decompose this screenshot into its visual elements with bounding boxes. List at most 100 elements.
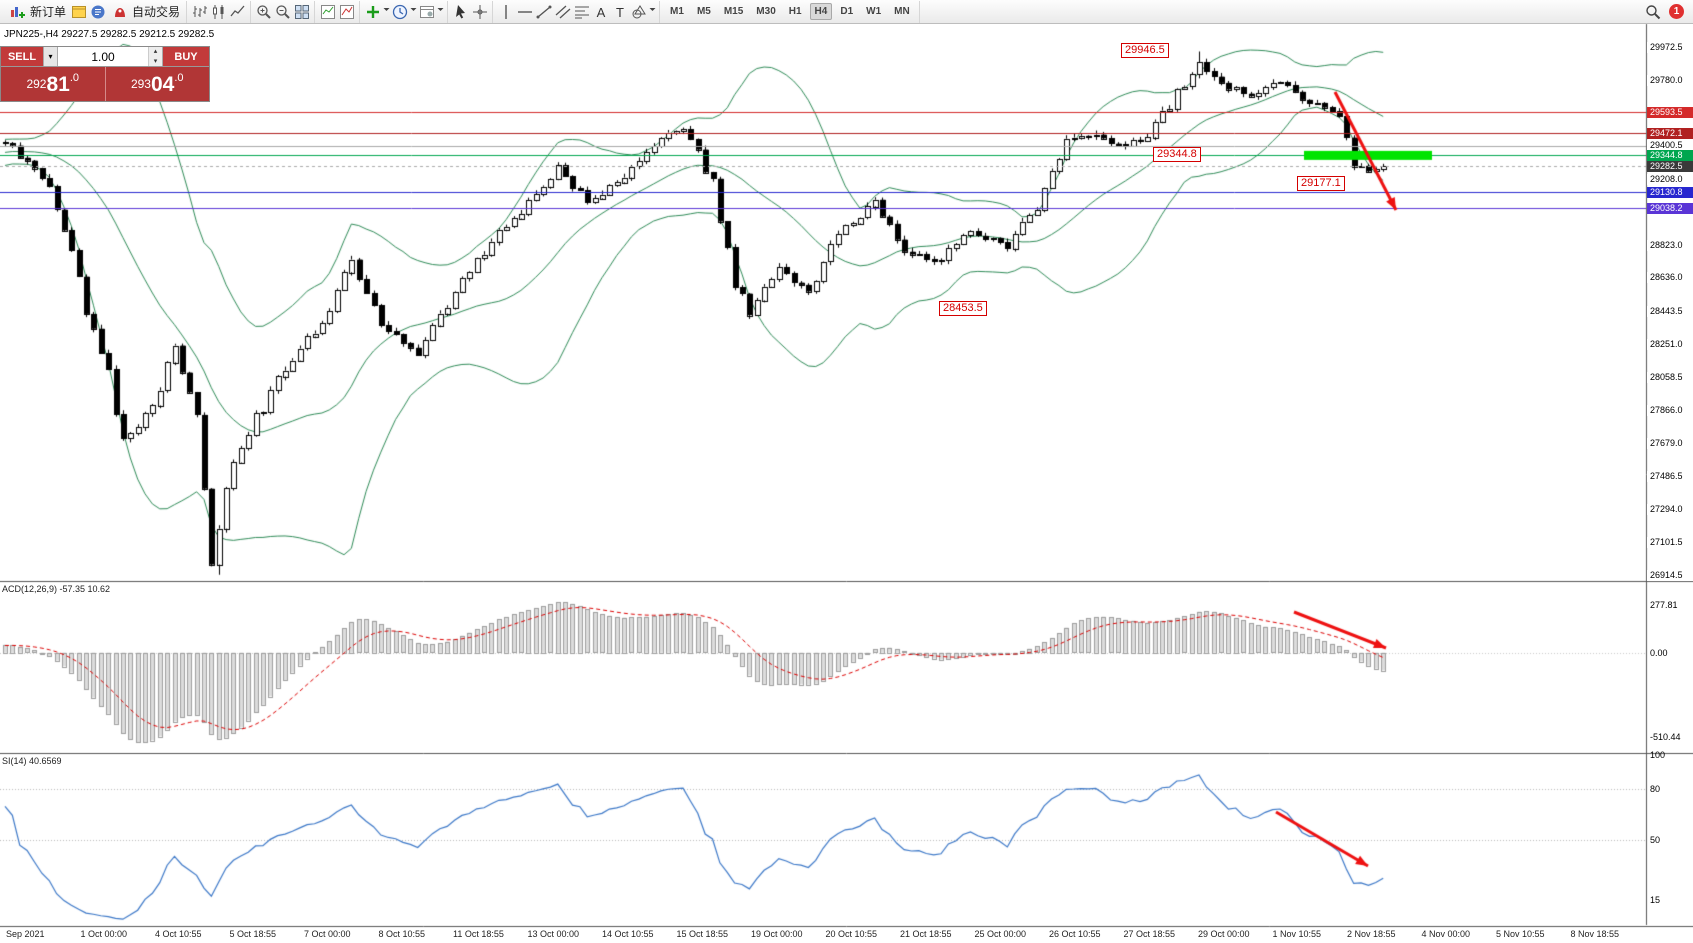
price-axis-label: 27101.5 <box>1647 537 1693 549</box>
trade-panel-price-row: 292 81.0 293 04.0 <box>1 67 209 101</box>
price-axis-label: 27866.0 <box>1647 405 1693 417</box>
timeframe-W1[interactable]: W1 <box>866 6 882 17</box>
timeframe-M15[interactable]: M15 <box>723 6 744 17</box>
time-axis-label: 2 Nov 18:55 <box>1347 929 1396 939</box>
price-axis-label: 28636.0 <box>1647 272 1693 284</box>
time-axis-label: 4 Nov 00:00 <box>1421 929 1471 939</box>
vertical-line-icon[interactable] <box>497 3 515 21</box>
buy-button[interactable]: BUY <box>163 47 209 66</box>
price-axis-label: 29472.1 <box>1647 127 1693 139</box>
search-icon[interactable] <box>1644 3 1662 21</box>
rsi-axis-value: 15 <box>1650 894 1661 905</box>
svg-text:T: T <box>616 5 624 20</box>
price-axis-label: 29038.2 <box>1647 202 1693 214</box>
time-axis-label: 21 Oct 18:55 <box>900 929 952 939</box>
time-axis-label: 1 Oct 00:00 <box>80 929 128 939</box>
timeframe-MN[interactable]: MN <box>894 6 910 17</box>
price-axis-label: 27294.0 <box>1647 503 1693 515</box>
line-chart-icon[interactable] <box>229 3 247 21</box>
price-callout-label: 28453.5 <box>939 301 987 317</box>
price-axis-label: 26914.5 <box>1647 569 1693 581</box>
trade-options-caret[interactable]: ▾ <box>43 47 58 66</box>
time-axis-label: 25 Oct 00:00 <box>974 929 1027 939</box>
price-callout-label: 29344.8 <box>1153 147 1201 163</box>
time-axis-label: 13 Oct 00:00 <box>527 929 580 939</box>
add-indicator-icon[interactable] <box>364 3 382 21</box>
toolbar-group: M1 M5 M15 M30 H1 H4 D1 W1 MN <box>661 0 920 23</box>
timeframe-D1[interactable]: D1 <box>840 6 854 17</box>
dropdown-caret-icon[interactable] <box>649 1 656 22</box>
toolbar-group <box>449 0 494 23</box>
dropdown-caret-icon[interactable] <box>383 1 390 22</box>
cursor-icon[interactable] <box>452 3 470 21</box>
time-axis-label: 4 Oct 10:55 <box>155 929 202 939</box>
time-axis-label: 14 Oct 10:55 <box>602 929 654 939</box>
zoom-in-icon[interactable] <box>255 3 273 21</box>
text-icon[interactable]: A <box>592 3 610 21</box>
lot-increase-button[interactable]: ▴ <box>153 48 158 55</box>
metaeditor-icon[interactable] <box>89 3 107 21</box>
price-axis-label: 28443.5 <box>1647 305 1693 317</box>
zoom-out-icon[interactable] <box>274 3 292 21</box>
caret-down-icon: ▾ <box>48 52 53 61</box>
new-order-button[interactable]: 新订单 <box>6 2 69 22</box>
price-callout-label: 29177.1 <box>1297 176 1345 192</box>
price-axis-label: 27486.5 <box>1647 470 1693 482</box>
price-axis-label: 29344.8 <box>1647 149 1693 161</box>
toolbar-group <box>188 0 252 23</box>
rsi-axis-value: 50 <box>1650 835 1661 845</box>
time-axis-label: 20 Oct 10:55 <box>825 929 878 939</box>
lot-decrease-button[interactable]: ▾ <box>153 57 158 65</box>
sell-button[interactable]: SELL <box>1 47 43 66</box>
timeframe-H1[interactable]: H1 <box>788 6 802 17</box>
new-order-icon[interactable] <box>9 3 27 21</box>
buy-price-button[interactable]: 293 04.0 <box>104 67 209 101</box>
toolbar-group <box>252 0 316 23</box>
dropdown-caret-icon[interactable] <box>437 1 444 22</box>
profile-icon[interactable] <box>70 3 88 21</box>
candlestick-chart-icon[interactable] <box>210 3 228 21</box>
price-axis-label: 27679.0 <box>1647 437 1693 449</box>
horizontal-line-icon[interactable] <box>516 3 534 21</box>
time-axis-label: 29 Oct 00:00 <box>1198 929 1250 939</box>
bar-chart-icon[interactable] <box>191 3 209 21</box>
trade-panel-top-row: SELL ▾ ▴ ▾ BUY <box>1 47 209 67</box>
time-axis-label: Sep 2021 <box>6 929 45 939</box>
timeframe-M5[interactable]: M5 <box>696 6 711 17</box>
tile-windows-icon[interactable] <box>293 3 311 21</box>
autotrading-icon[interactable] <box>111 3 129 21</box>
timeframe-M1[interactable]: M1 <box>670 6 684 17</box>
indicators-icon[interactable] <box>319 3 337 21</box>
trendline-icon[interactable] <box>535 3 553 21</box>
timeframe-H4[interactable]: H4 <box>809 3 833 20</box>
time-axis-label: 15 Oct 18:55 <box>676 929 729 939</box>
periods-clock-icon[interactable] <box>391 3 409 21</box>
time-axis-label: 7 Oct 00:00 <box>304 929 351 939</box>
sell-price-button[interactable]: 292 81.0 <box>1 67 105 101</box>
notification-badge[interactable]: 1 <box>1669 4 1684 19</box>
crosshair-icon[interactable] <box>471 3 489 21</box>
price-callout-label: 29946.5 <box>1121 43 1169 59</box>
lot-size-control: ▴ ▾ <box>58 47 163 66</box>
timeframe-M30[interactable]: M30 <box>756 6 776 17</box>
price-axis-label: 29593.5 <box>1647 106 1693 118</box>
template-icon[interactable] <box>418 3 436 21</box>
time-axis-label: 5 Nov 10:55 <box>1496 929 1545 939</box>
time-axis-label: 1 Nov 10:55 <box>1272 929 1322 939</box>
time-axis-label: 26 Oct 10:55 <box>1049 929 1101 939</box>
svg-text:A: A <box>597 5 606 20</box>
lot-size-input[interactable] <box>58 47 148 66</box>
label-icon[interactable]: T <box>611 3 629 21</box>
macd-axis-value: 0.00 <box>1650 647 1668 658</box>
fibonacci-icon[interactable] <box>573 3 591 21</box>
equidistant-channel-icon[interactable] <box>554 3 572 21</box>
shapes-icon[interactable] <box>630 3 648 21</box>
dropdown-caret-icon[interactable] <box>410 1 417 22</box>
objects-list-icon[interactable] <box>338 3 356 21</box>
rsi-axis-value: 80 <box>1650 784 1661 794</box>
price-axis-label: 29972.5 <box>1647 41 1693 53</box>
autotrading-button[interactable]: 自动交易 <box>108 2 183 22</box>
